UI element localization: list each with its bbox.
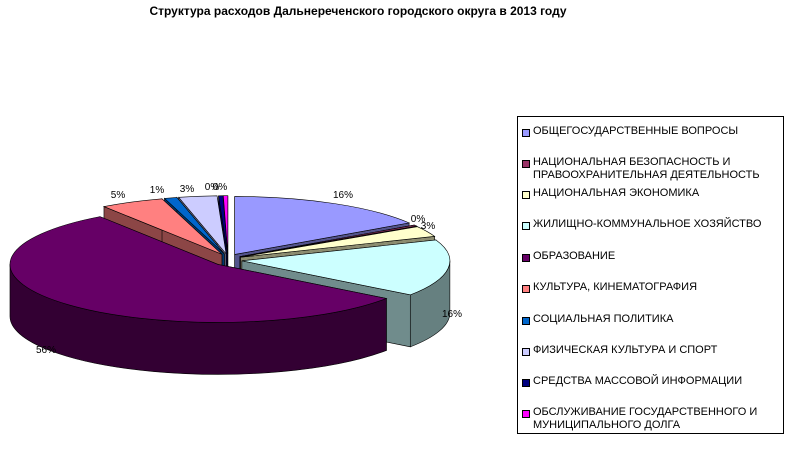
legend-swatch [522, 160, 530, 168]
legend: ОБЩЕГОСУДАРСТВЕННЫЕ ВОПРОСЫ НАЦИОНАЛЬНАЯ … [517, 116, 784, 434]
data-label-1: 0% [411, 214, 426, 225]
data-label-3: 16% [442, 309, 462, 320]
slice-top-7 [178, 195, 227, 255]
data-label-6: 1% [150, 185, 165, 196]
legend-item: СОЦИАЛЬНАЯ ПОЛИТИКА [522, 313, 784, 326]
data-label-8: 0% [205, 182, 220, 193]
legend-label: ЖИЛИЩНО-КОММУНАЛЬНОЕ ХОЗЯЙСТВО [533, 218, 762, 230]
slice-top-9 [222, 195, 229, 254]
slice-top-6 [163, 197, 225, 255]
slice-top-0 [234, 196, 411, 255]
chart-title: Структура расходов Дальнереченского горо… [149, 4, 567, 18]
slice-top-3 [241, 239, 451, 296]
legend-swatch [522, 129, 530, 137]
legend-label: ОБРАЗОВАНИЕ [533, 250, 616, 262]
legend-label: СОЦИАЛЬНАЯ ПОЛИТИКА [533, 313, 674, 325]
data-label-5: 5% [111, 190, 126, 201]
legend-label: КУЛЬТУРА, КИНЕМАТОГРАФИЯ [533, 281, 698, 293]
pie-tops [9, 195, 451, 323]
legend-item: ФИЗИЧЕСКАЯ КУЛЬТУРА И СПОРТ [522, 344, 784, 357]
legend-item: СРЕДСТВА МАССОВОЙ ИНФОРМАЦИИ [522, 375, 784, 388]
legend-swatch [522, 191, 530, 199]
legend-item: ОБРАЗОВАНИЕ [522, 250, 784, 263]
legend-label: ОБСЛУЖИВАНИЕ ГОСУДАРСТВЕННОГО И МУНИЦИПА… [533, 406, 758, 431]
legend-item: ОБСЛУЖИВАНИЕ ГОСУДАРСТВЕННОГО И МУНИЦИПА… [522, 406, 784, 432]
legend-swatch [522, 254, 530, 262]
legend-item: НАЦИОНАЛЬНАЯ БЕЗОПАСНОСТЬ И ПРАВООХРАНИТ… [522, 156, 784, 182]
data-label-7: 3% [180, 184, 195, 195]
legend-swatch [522, 222, 530, 230]
legend-item: КУЛЬТУРА, КИНЕМАТОГРАФИЯ [522, 281, 784, 294]
pie-labels: 16%0%3%16%56%5% 1% 3% 0%0% [36, 182, 462, 356]
data-label-4: 56% [36, 345, 56, 356]
slice-top-4 [9, 216, 388, 323]
data-label-9: 0% [213, 182, 228, 193]
legend-swatch [522, 285, 530, 293]
slice-top-2 [240, 226, 436, 258]
legend-item: ОБЩЕГОСУДАРСТВЕННЫЕ ВОПРОСЫ [522, 125, 784, 138]
legend-label: НАЦИОНАЛЬНАЯ БЕЗОПАСНОСТЬ И ПРАВООХРАНИТ… [533, 156, 760, 181]
legend-label: СРЕДСТВА МАССОВОЙ ИНФОРМАЦИИ [533, 375, 743, 387]
legend-swatch [522, 410, 530, 418]
legend-item: НАЦИОНАЛЬНАЯ ЭКОНОМИКА [522, 187, 784, 200]
legend-label: ФИЗИЧЕСКАЯ КУЛЬТУРА И СПОРТ [533, 344, 718, 356]
legend-item: ЖИЛИЩНО-КОММУНАЛЬНОЕ ХОЗЯЙСТВО [522, 218, 784, 231]
data-label-0: 16% [333, 190, 353, 201]
slice-top-8 [218, 195, 228, 254]
legend-label: ОБЩЕГОСУДАРСТВЕННЫЕ ВОПРОСЫ [533, 125, 739, 137]
slice-top-5 [102, 198, 223, 255]
legend-swatch [522, 379, 530, 387]
legend-label: НАЦИОНАЛЬНАЯ ЭКОНОМИКА [533, 187, 700, 199]
legend-swatch [522, 348, 530, 356]
data-label-2: 3% [421, 221, 436, 232]
slice-top-1 [239, 224, 418, 257]
legend-swatch [522, 317, 530, 325]
